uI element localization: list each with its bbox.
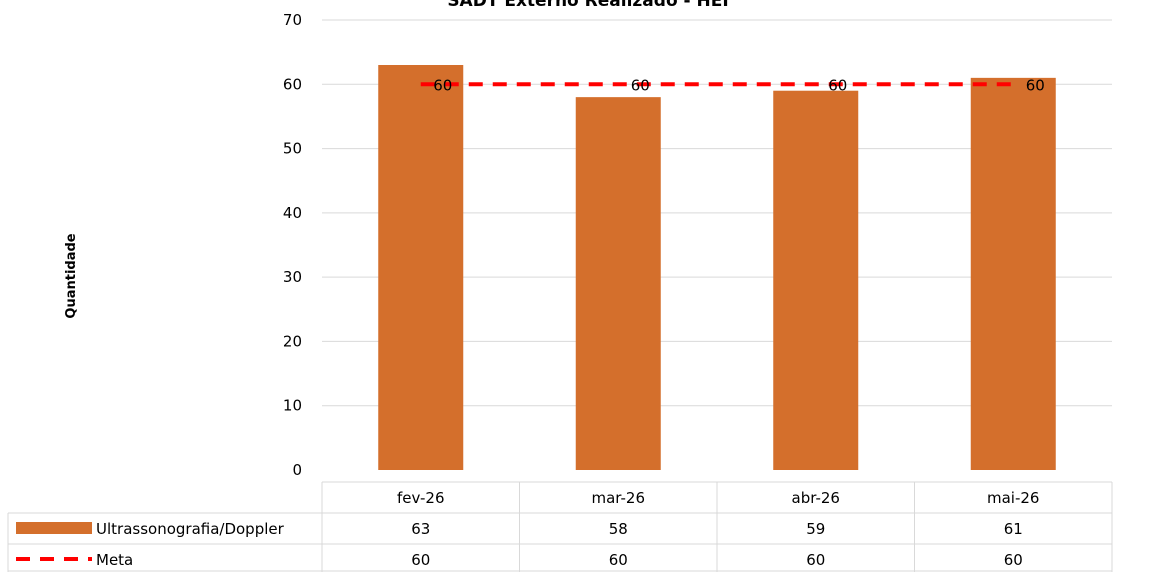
meta-data-label: 60 [1026, 76, 1045, 94]
bars [378, 65, 1056, 471]
y-tick-label: 10 [283, 397, 302, 415]
table-cell-value: 61 [1004, 520, 1023, 538]
bar [575, 97, 661, 471]
table-cell-value: 60 [806, 551, 825, 569]
x-category-label: mai-26 [987, 489, 1039, 507]
meta-data-label: 60 [433, 76, 452, 94]
table-cell-value: 60 [411, 551, 430, 569]
y-tick-label: 60 [283, 75, 302, 93]
x-category-label: fev-26 [397, 489, 444, 507]
data-table: fev-26 mar-26 abr-26 mai-26 Ultrassonografia… [7, 481, 1113, 572]
legend-label: Ultrassonografia/Doppler [96, 520, 285, 538]
y-tick-label: 40 [283, 204, 302, 222]
bar [970, 77, 1056, 470]
table-cell-value: 58 [609, 520, 628, 538]
y-tick-label: 50 [283, 140, 302, 158]
bar [773, 90, 859, 470]
meta-data-label: 60 [631, 76, 650, 94]
y-axis-ticks: 0 10 20 30 40 50 60 70 [283, 11, 302, 479]
table-cell-value: 60 [1004, 551, 1023, 569]
y-tick-label: 70 [283, 11, 302, 29]
y-tick-label: 30 [283, 268, 302, 286]
meta-data-label: 60 [828, 76, 847, 94]
table-cell-value: 59 [806, 520, 825, 538]
chart-title: SADT Externo Realizado - HEI [447, 0, 728, 11]
data-labels: 60 60 60 60 [433, 76, 1045, 94]
legend-bar-swatch [16, 522, 92, 534]
y-tick-label: 20 [283, 332, 302, 350]
x-category-label: mar-26 [591, 489, 645, 507]
x-category-label: abr-26 [792, 489, 840, 507]
table-cell-value: 63 [411, 520, 430, 538]
y-tick-label: 0 [292, 461, 302, 479]
legend-label: Meta [96, 551, 133, 569]
table-cell-value: 60 [609, 551, 628, 569]
y-axis-label: Quantidade [64, 233, 79, 318]
bar [378, 65, 464, 470]
